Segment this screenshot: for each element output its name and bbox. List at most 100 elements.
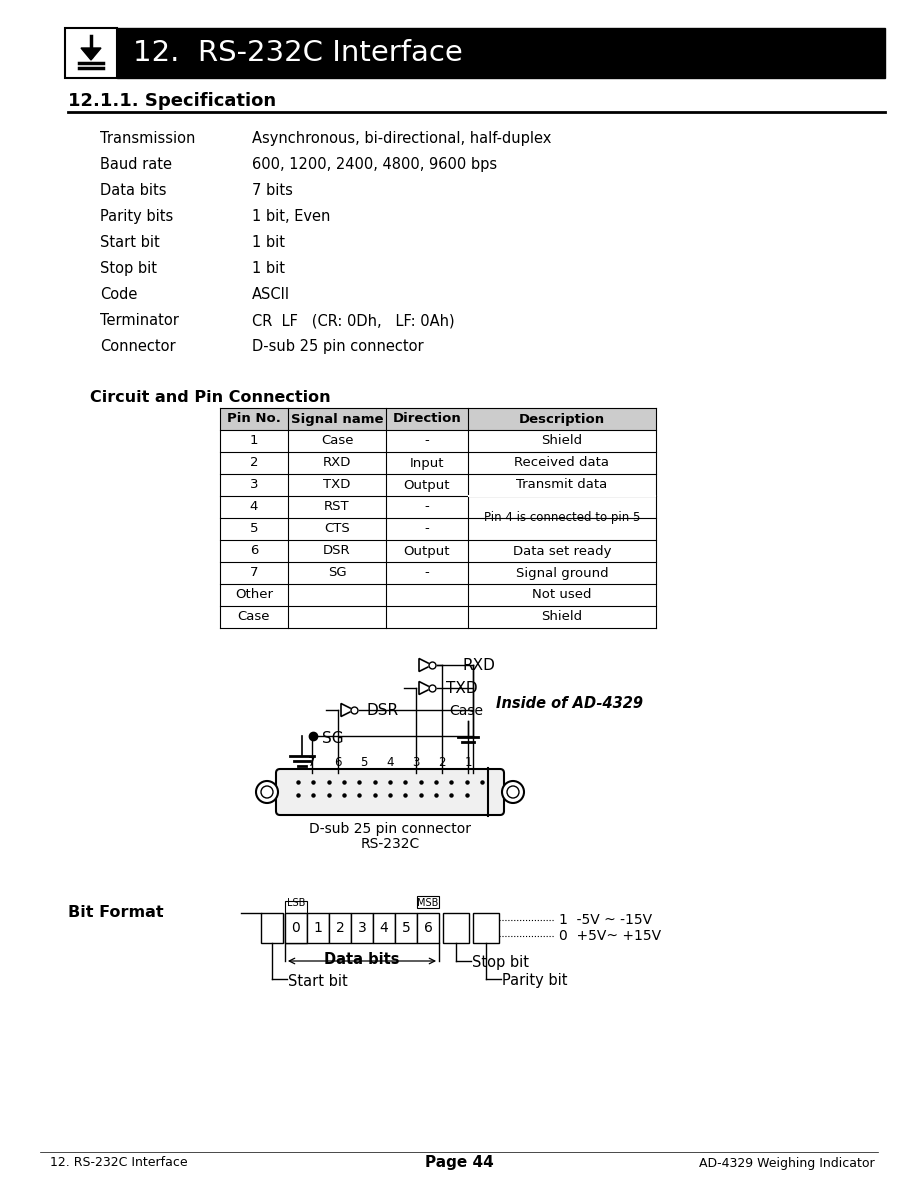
Text: 6: 6 (334, 756, 341, 769)
Text: D-sub 25 pin connector: D-sub 25 pin connector (252, 339, 423, 354)
Text: Transmit data: Transmit data (516, 479, 608, 492)
Bar (285, 914, 307, 943)
Text: 12.1.1. Specification: 12.1.1. Specification (68, 91, 276, 110)
Text: RST: RST (324, 500, 350, 513)
Text: 2: 2 (438, 756, 446, 769)
Text: 2: 2 (336, 921, 344, 935)
Polygon shape (419, 658, 432, 671)
Text: 3: 3 (250, 479, 258, 492)
Text: Other: Other (235, 588, 273, 601)
Bar (473, 914, 499, 943)
Text: 0: 0 (292, 921, 300, 935)
Text: 7: 7 (308, 756, 316, 769)
Text: ASCII: ASCII (252, 287, 290, 302)
Bar (373, 914, 395, 943)
Bar (65, 29, 117, 78)
Text: -: - (425, 500, 430, 513)
Text: 5: 5 (360, 756, 368, 769)
Text: Bit Format: Bit Format (68, 905, 163, 920)
Bar (417, 914, 439, 943)
Text: Baud rate: Baud rate (100, 157, 172, 172)
Text: 4: 4 (380, 921, 388, 935)
Text: Parity bit: Parity bit (502, 973, 567, 988)
Text: Data set ready: Data set ready (513, 544, 611, 557)
Text: 6: 6 (250, 544, 258, 557)
Polygon shape (81, 48, 101, 61)
Text: RXD: RXD (323, 456, 352, 469)
Text: 1 bit: 1 bit (252, 235, 285, 249)
Bar (117, 29, 885, 78)
Text: CR  LF   (CR: 0Dh,   LF: 0Ah): CR LF (CR: 0Dh, LF: 0Ah) (252, 312, 454, 328)
Bar (329, 914, 351, 943)
Text: Direction: Direction (393, 412, 462, 425)
Text: 1: 1 (314, 921, 322, 935)
Text: Received data: Received data (514, 456, 610, 469)
Text: Connector: Connector (100, 339, 175, 354)
Text: RXD: RXD (462, 658, 495, 672)
Text: 5: 5 (402, 921, 410, 935)
Text: Start bit: Start bit (100, 235, 160, 249)
Text: D-sub 25 pin connector: D-sub 25 pin connector (309, 822, 471, 836)
Text: Parity bits: Parity bits (100, 209, 174, 225)
Text: Stop bit: Stop bit (472, 955, 529, 971)
FancyBboxPatch shape (276, 769, 504, 815)
Bar (261, 914, 283, 943)
Bar (285, 914, 307, 943)
Bar (220, 407, 656, 430)
Text: TXD: TXD (446, 681, 477, 696)
Text: MSB: MSB (418, 898, 439, 908)
Text: Shield: Shield (542, 435, 583, 448)
Text: Output: Output (404, 479, 450, 492)
Text: Circuit and Pin Connection: Circuit and Pin Connection (90, 390, 330, 405)
Text: Description: Description (519, 412, 605, 425)
Text: 1: 1 (465, 756, 472, 769)
Text: Terminator: Terminator (100, 312, 179, 328)
Text: RS-232C: RS-232C (361, 838, 420, 851)
Polygon shape (341, 703, 354, 716)
Text: Case: Case (238, 611, 270, 624)
Text: AD-4329 Weighing Indicator: AD-4329 Weighing Indicator (700, 1156, 875, 1169)
Text: Asynchronous, bi-directional, half-duplex: Asynchronous, bi-directional, half-duple… (252, 131, 552, 146)
Text: Code: Code (100, 287, 138, 302)
Text: 3: 3 (412, 756, 420, 769)
Circle shape (507, 786, 519, 798)
Bar (395, 914, 417, 943)
Text: 1  -5V ~ -15V: 1 -5V ~ -15V (559, 914, 652, 927)
Text: Output: Output (404, 544, 450, 557)
Text: TXD: TXD (323, 479, 351, 492)
Text: Pin 4 is connected to pin 5: Pin 4 is connected to pin 5 (484, 512, 640, 524)
Text: Transmission: Transmission (100, 131, 196, 146)
Text: CTS: CTS (324, 523, 350, 536)
Text: Inside of AD-4329: Inside of AD-4329 (496, 695, 643, 710)
Text: Signal ground: Signal ground (516, 567, 609, 580)
Bar (417, 896, 439, 908)
Text: 1 bit, Even: 1 bit, Even (252, 209, 330, 225)
Text: Data bits: Data bits (100, 183, 166, 198)
Text: 12. RS-232C Interface: 12. RS-232C Interface (50, 1156, 187, 1169)
Text: Page 44: Page 44 (425, 1156, 493, 1170)
Text: Case: Case (320, 435, 353, 448)
Text: 0  +5V~ +15V: 0 +5V~ +15V (559, 929, 661, 943)
Circle shape (256, 781, 278, 803)
Text: Input: Input (409, 456, 444, 469)
Text: 7 bits: 7 bits (252, 183, 293, 198)
Bar (307, 914, 329, 943)
Circle shape (502, 781, 524, 803)
Text: Signal name: Signal name (291, 412, 383, 425)
Polygon shape (419, 682, 432, 695)
Text: LSB: LSB (286, 898, 305, 908)
Text: 6: 6 (423, 921, 432, 935)
Text: -: - (425, 435, 430, 448)
Text: 1: 1 (250, 435, 258, 448)
Text: 1 bit: 1 bit (252, 261, 285, 276)
Text: Data bits: Data bits (324, 952, 399, 967)
Text: Start bit: Start bit (288, 973, 348, 988)
Text: -: - (425, 567, 430, 580)
Text: Stop bit: Stop bit (100, 261, 157, 276)
Text: 4: 4 (386, 756, 394, 769)
Text: SG: SG (328, 567, 346, 580)
Text: 2: 2 (250, 456, 258, 469)
Text: 3: 3 (358, 921, 366, 935)
Text: 7: 7 (250, 567, 258, 580)
Text: DSR: DSR (366, 703, 398, 718)
